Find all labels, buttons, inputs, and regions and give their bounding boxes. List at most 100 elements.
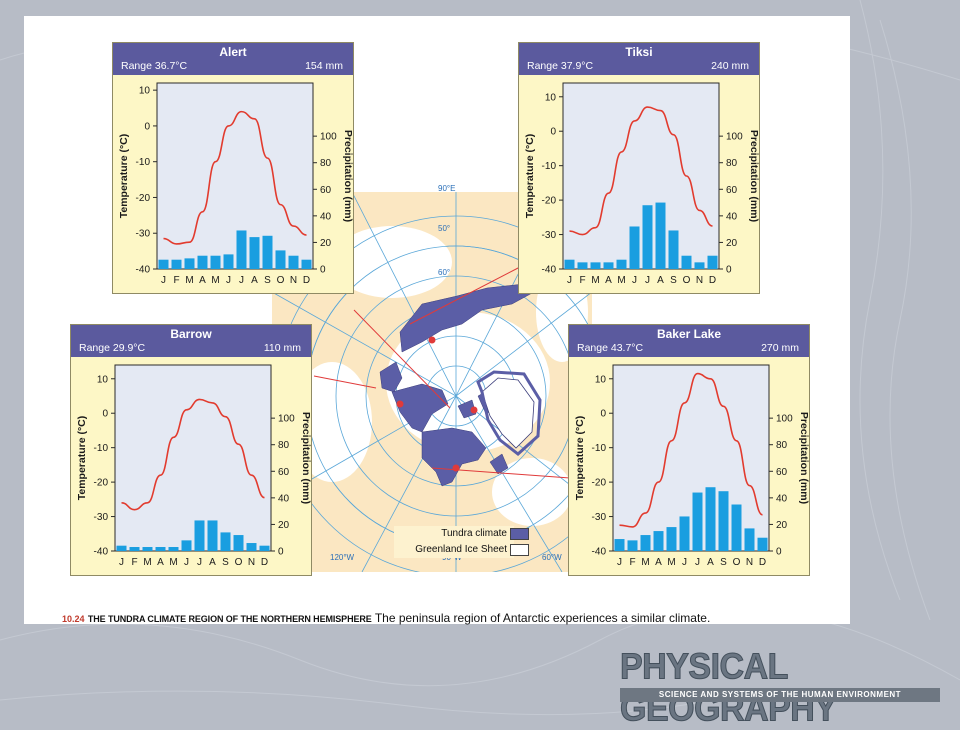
temp-tick-label: -30	[136, 229, 151, 240]
caption-number: 10.24	[62, 614, 85, 624]
y-right-label: Precipitation (mm)	[300, 412, 312, 504]
precipitation-bar	[249, 237, 260, 269]
month-label: M	[591, 275, 599, 286]
precipitation-bar	[236, 230, 247, 269]
temp-tick-label: -20	[542, 196, 557, 207]
precipitation-bar	[614, 539, 625, 551]
temp-tick-label: 10	[97, 374, 109, 385]
station-dot-barrow	[396, 400, 404, 408]
y-left-label: Temperature (°C)	[76, 416, 88, 501]
precipitation-bar	[233, 535, 244, 551]
month-label: D	[709, 275, 716, 286]
temperature-line	[569, 106, 713, 236]
precip-tick-label: 100	[320, 132, 337, 143]
precipitation-bar	[275, 250, 286, 269]
month-label: F	[173, 275, 179, 286]
label-120w: 120°W	[330, 553, 355, 562]
temp-tick-label: -10	[136, 157, 151, 168]
month-label: S	[720, 557, 727, 568]
month-label: O	[733, 557, 741, 568]
precipitation-bar	[197, 255, 208, 269]
precipitation-bar	[666, 527, 677, 551]
month-label: S	[264, 275, 271, 286]
temp-tick-label: 10	[595, 374, 607, 385]
precipitation-bar	[744, 528, 755, 551]
temp-tick-label: -20	[592, 478, 607, 489]
month-label: O	[277, 275, 285, 286]
month-label: J	[567, 275, 572, 286]
precipitation-bar	[692, 492, 703, 551]
legend-tundra-swatch	[510, 528, 529, 540]
precip-tick-label: 80	[278, 440, 290, 451]
precip-tick-label: 80	[726, 158, 738, 169]
month-label: J	[161, 275, 166, 286]
panel-alert: Alert Range 36.7°C 154 mm 10 0 -10 -20 -30 -4…	[112, 42, 354, 294]
temperature-line	[163, 110, 307, 245]
label-50: 50°	[438, 224, 451, 233]
plot-area	[156, 82, 314, 270]
precipitation-bar	[757, 537, 768, 551]
month-label: N	[746, 557, 753, 568]
precipitation-bar	[155, 547, 166, 551]
precip-tick-label: 0	[278, 547, 284, 558]
temperature-range: Range 29.9°C	[79, 342, 146, 354]
precipitation-bar	[288, 255, 299, 269]
precip-tick-label: 0	[320, 265, 326, 276]
figure-page: 90°E 50° 60° 120°W 90°W 60°W Tundra clim…	[24, 16, 850, 625]
precip-tick-label: 40	[726, 211, 738, 222]
month-label: A	[707, 557, 714, 568]
precipitation-bar	[142, 547, 153, 551]
station-name: Alert	[219, 45, 247, 59]
label-90e: 90°E	[438, 184, 456, 193]
precipitation-bar	[679, 516, 690, 551]
temp-tick-label: -40	[136, 265, 151, 276]
logo-title: PHYSICAL GEOGRAPHY	[620, 647, 838, 730]
precipitation-bar	[627, 540, 638, 551]
month-label: J	[197, 557, 202, 568]
annual-precipitation: 270 mm	[761, 342, 799, 354]
temperature-line	[121, 398, 265, 511]
month-label: N	[248, 557, 255, 568]
precip-tick-label: 60	[726, 185, 738, 196]
figure-caption: 10.24 THE TUNDRA CLIMATE REGION OF THE N…	[62, 611, 710, 625]
station-dot-alert	[470, 406, 478, 414]
y-left-label: Temperature (°C)	[118, 134, 130, 219]
precip-tick-label: 100	[776, 414, 793, 425]
precip-tick-label: 80	[320, 158, 332, 169]
temp-tick-label: -20	[136, 193, 151, 204]
label-60: 60°	[438, 268, 451, 277]
legend-tundra-label: Tundra climate	[441, 528, 507, 539]
month-label: J	[119, 557, 124, 568]
annual-precipitation: 154 mm	[305, 60, 343, 72]
precipitation-bar	[642, 205, 653, 269]
y-right-label: Precipitation (mm)	[342, 130, 354, 222]
precip-tick-label: 40	[278, 493, 290, 504]
precipitation-bar	[616, 259, 627, 269]
station-dot-tiksi	[428, 336, 436, 344]
panel-header: Barrow Range 29.9°C 110 mm	[71, 325, 311, 357]
temp-tick-label: 0	[102, 409, 108, 420]
month-label: J	[226, 275, 231, 286]
publisher-logo: PHYSICAL GEOGRAPHY SCIENCE AND SYSTEMS O…	[620, 646, 944, 730]
station-name: Baker Lake	[656, 327, 722, 341]
precip-tick-label: 60	[278, 467, 290, 478]
month-label: J	[239, 275, 244, 286]
month-label: O	[683, 275, 691, 286]
plot-area	[562, 82, 720, 270]
precipitation-bar	[564, 259, 575, 269]
month-label: N	[290, 275, 297, 286]
month-label: A	[251, 275, 258, 286]
temperature-range: Range 43.7°C	[577, 342, 644, 354]
legend-ice-label: Greenland Ice Sheet	[415, 544, 507, 555]
caption-title: THE TUNDRA CLIMATE REGION OF THE NORTHER…	[87, 614, 372, 624]
month-label: S	[222, 557, 229, 568]
precipitation-bar	[668, 230, 679, 269]
panel-header: Alert Range 36.7°C 154 mm	[113, 43, 353, 75]
month-label: M	[617, 275, 625, 286]
month-label: A	[655, 557, 662, 568]
temp-tick-label: -10	[94, 443, 109, 454]
temp-tick-label: -10	[542, 161, 557, 172]
precip-tick-label: 60	[776, 467, 788, 478]
precipitation-bar	[246, 543, 257, 551]
